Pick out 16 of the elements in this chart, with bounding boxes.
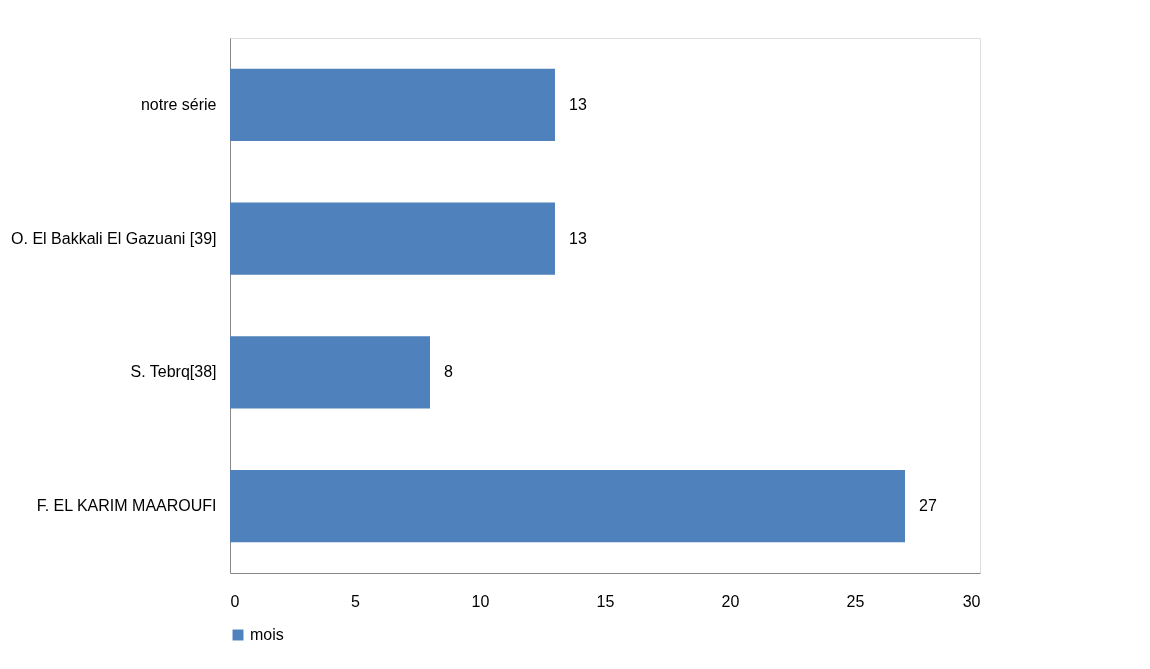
x-tick-label: 0 bbox=[230, 592, 240, 610]
x-tick-label: 10 bbox=[471, 592, 490, 610]
x-tick-label: 5 bbox=[351, 592, 361, 610]
data-label: 13 bbox=[569, 229, 587, 247]
y-tick-label: notre série bbox=[140, 95, 217, 113]
x-tick-label: 25 bbox=[846, 592, 865, 610]
data-label: 13 bbox=[569, 95, 587, 113]
x-tick-label: 30 bbox=[962, 592, 981, 610]
y-tick-label: F. EL KARIM MAAROUFI bbox=[36, 497, 217, 515]
data-label: 8 bbox=[444, 363, 453, 381]
x-tick-label: 20 bbox=[721, 592, 740, 610]
x-tick-label: 15 bbox=[596, 592, 615, 610]
legend-label: mois bbox=[250, 626, 284, 643]
y-tick-label: O. El Bakkali El Gazuani [39] bbox=[11, 229, 217, 247]
data-label: 27 bbox=[919, 497, 937, 515]
y-tick-label: S. Tebrq[38] bbox=[130, 363, 217, 381]
